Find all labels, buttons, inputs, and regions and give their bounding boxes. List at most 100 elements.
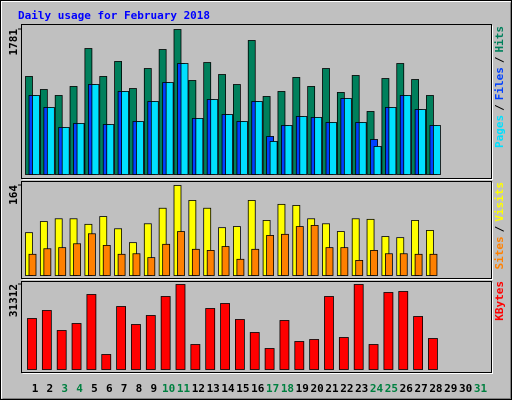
bar [177,231,185,276]
bar [314,117,323,175]
bar [383,292,394,370]
x-tick-label: 8 [136,382,143,395]
bar [147,257,156,276]
bar [370,250,378,276]
bar [180,63,189,175]
bar [236,258,245,276]
bar [43,248,52,276]
bar [56,330,67,370]
bar [27,318,37,370]
chart-title: Daily usage for February 2018 [18,9,210,22]
legend-entry: KBytes [493,281,506,321]
bar [373,146,382,175]
x-tick-label: 24 [370,382,384,395]
bar [299,116,308,175]
x-tick-label: 15 [236,382,249,395]
bar [162,243,171,276]
bar [41,310,52,370]
bar [175,284,186,370]
bar [116,306,126,370]
bar [88,233,96,276]
x-tick-label: 23 [355,382,368,395]
legend-entry: Sites [493,236,506,269]
bar [61,127,70,175]
x-tick-label: 28 [429,382,442,395]
x-tick-label: 11 [177,382,191,395]
legend-entry: Files [493,67,506,100]
bar [195,118,204,175]
bar [190,344,201,370]
x-tick-label: 1 [32,382,39,395]
panel [21,281,492,373]
x-tick-label: 25 [385,382,398,395]
x-tick-label: 4 [76,382,83,395]
x-tick-label: 29 [444,382,457,395]
bar [58,247,67,276]
bar [32,95,40,175]
bar [28,253,37,276]
bar [102,245,111,276]
bar [46,107,55,175]
x-tick-label: 6 [106,382,113,395]
x-tick-label: 20 [311,382,324,395]
x-tick-label: 27 [414,382,427,395]
x-tick-label: 10 [162,382,175,395]
bar [254,101,263,175]
legend-entry: Visits [493,182,506,222]
x-tick-label: 19 [296,382,309,395]
x-tick-label: 22 [340,382,353,395]
bar [71,323,82,370]
bar [121,91,129,175]
bar [266,235,275,276]
bar [398,291,409,370]
x-tick-label: 2 [47,382,54,395]
bar [325,247,334,276]
bar [132,253,141,276]
bar [340,247,349,276]
y-tick-label: 1781 [7,29,20,56]
bar [429,253,438,276]
bar [309,339,320,370]
x-tick-label: 18 [281,382,294,395]
x-tick-label: 5 [91,382,98,395]
x-tick-label: 14 [221,382,235,395]
legend-separator: / [493,56,506,63]
legend: Pages / Files / Hits [493,26,506,148]
bar [294,341,305,370]
bar [414,253,423,276]
bar [433,125,441,175]
bar [76,123,85,175]
bar [251,248,260,276]
x-tick-label: 17 [266,382,279,395]
bar [418,109,427,175]
legend: Sites / Visits [493,182,506,270]
panel [21,24,492,179]
bar [428,338,438,370]
bar [205,308,216,370]
x-tick-label: 31 [474,382,488,395]
bar [279,320,290,370]
bar [388,107,397,175]
x-tick-label: 3 [61,382,68,395]
x-tick-label: 30 [459,382,472,395]
legend-separator: / [493,225,506,232]
bar [225,114,233,175]
bar [403,95,412,175]
bar [191,248,200,276]
y-tick-label: 31312 [7,284,20,317]
bar [136,121,144,175]
x-tick-label: 26 [400,382,414,395]
bar [86,294,97,370]
bar [358,122,367,175]
bar [399,253,408,276]
bar [295,226,304,276]
bar [160,296,171,370]
bar [165,82,174,175]
bar [329,122,337,175]
bar [101,354,112,370]
bar [413,316,424,370]
bar [239,121,248,175]
bar [281,233,289,276]
